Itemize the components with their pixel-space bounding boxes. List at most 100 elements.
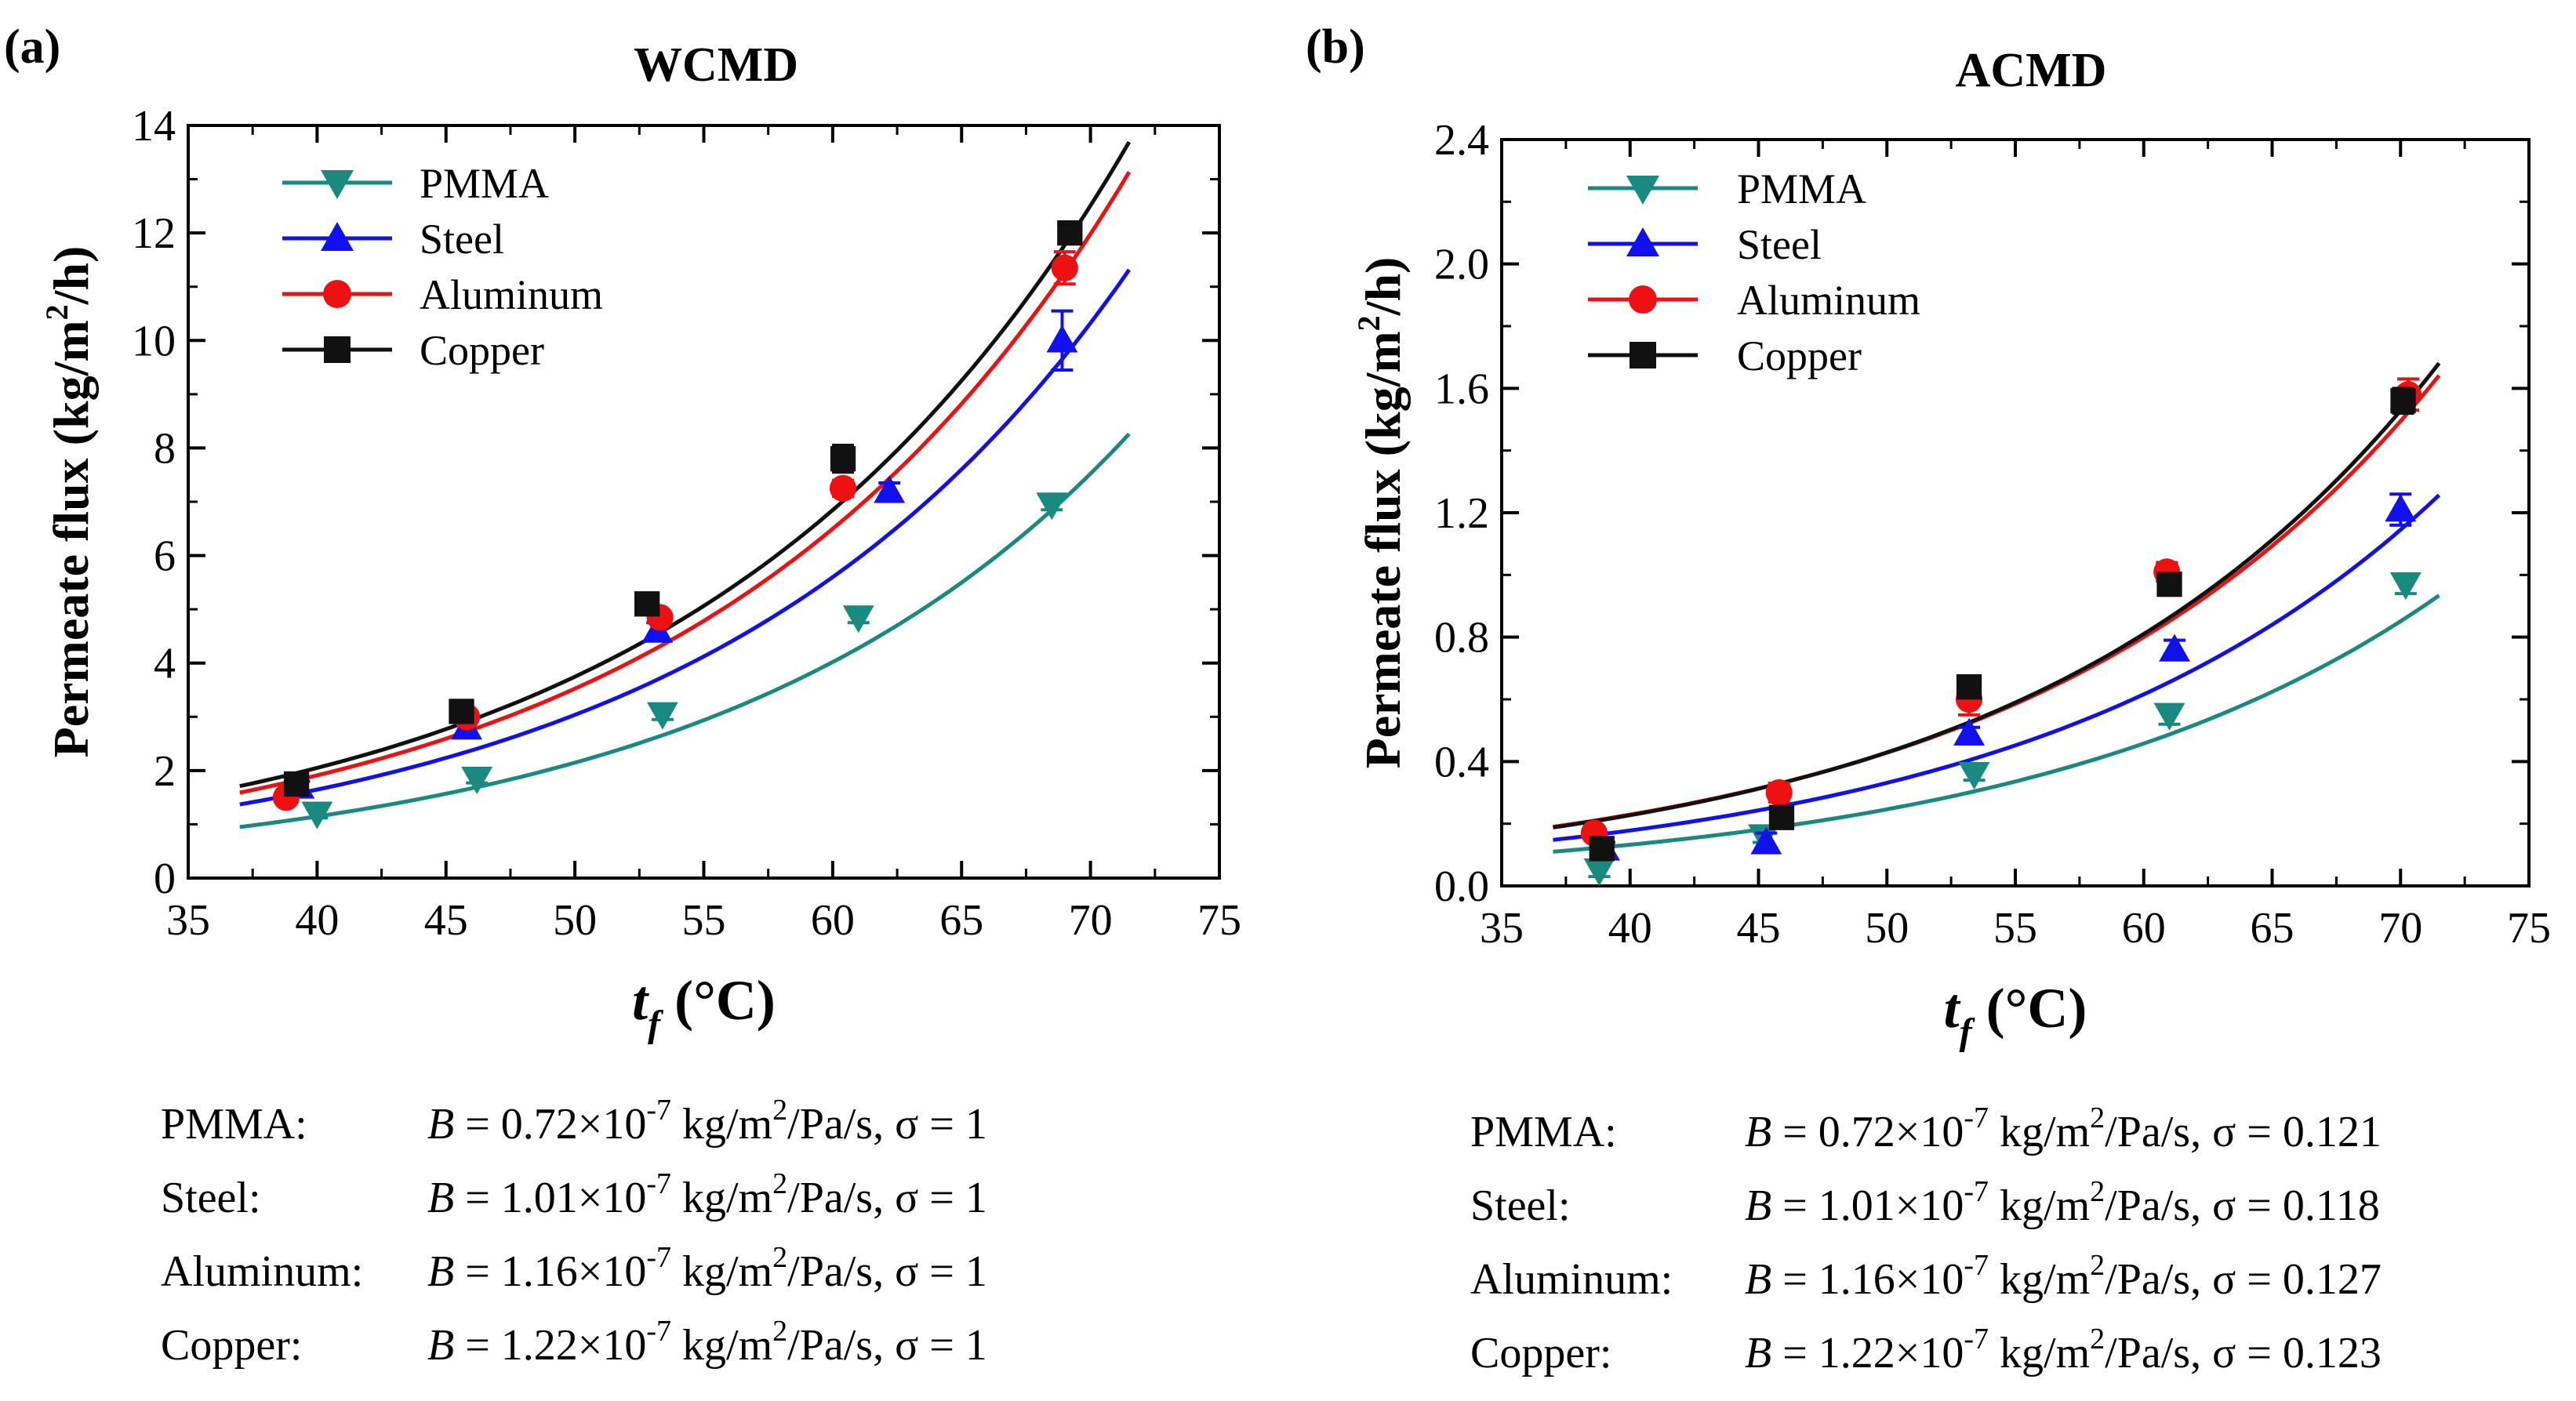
param-unit-end: /Pa/s, σ = 1 <box>787 1321 987 1370</box>
param-equation: B = 1.01×10-7 kg/m2/Pa/s, σ = 1 <box>427 1167 987 1222</box>
param-equation: B = 1.22×10-7 kg/m2/Pa/s, σ = 1 <box>427 1315 987 1370</box>
y-axis-label: Permeate flux (kg/m2/h) <box>39 246 99 758</box>
fit-line-steel <box>1553 493 2441 842</box>
x-tick-label: 35 <box>166 896 210 945</box>
legend-label: Aluminum <box>1737 277 1920 324</box>
param-unit-end: /Pa/s, σ = 0.121 <box>2105 1108 2382 1156</box>
param-unit-end: /Pa/s, σ = 0.118 <box>2105 1181 2380 1230</box>
data-point-copper <box>634 591 660 617</box>
x-tick-label: 55 <box>682 896 726 945</box>
x-tick-label: 40 <box>1608 904 1652 953</box>
data-point-pmma <box>842 605 874 633</box>
data-point-copper <box>1589 836 1615 862</box>
y-tick-label: 1.6 <box>1434 365 1489 413</box>
param-value: = 1.01×10 <box>1771 1181 1964 1230</box>
x-tick-label: 65 <box>939 896 983 945</box>
param-exponent: -7 <box>646 1315 671 1348</box>
param-unit: kg/m <box>1989 1181 2090 1230</box>
y-tick-label: 12 <box>132 209 176 258</box>
legend: PMMA Steel Aluminum Copper <box>1588 165 1920 379</box>
x-tick-label: 35 <box>1480 904 1524 953</box>
data-point-steel <box>1046 325 1078 353</box>
y-axis-label-end: /h) <box>1355 257 1411 317</box>
data-point-aluminum <box>1051 254 1078 281</box>
fit-parameters: PMMA: B = 0.72×10-7 kg/m2/Pa/s, σ = 1Stee… <box>161 1094 987 1370</box>
param-symbol: B <box>1745 1255 1771 1304</box>
param-unit: kg/m <box>1989 1255 2090 1304</box>
x-tick-label: 60 <box>2122 904 2166 953</box>
param-name: PMMA: <box>1470 1108 1617 1156</box>
param-unit-sup: 2 <box>2090 1249 2105 1282</box>
param-unit-sup: 2 <box>2090 1102 2105 1134</box>
chart-panel-a: (a) WCMD 35 40 45 50 55 60 65 70 75 0 2 4 6 8 10 12 14 Perm… <box>4 20 1241 1370</box>
data-point-copper <box>2156 572 2182 597</box>
data-point-steel <box>2385 494 2417 522</box>
x-tick-label: 50 <box>1865 904 1909 953</box>
fit-line-pmma <box>239 432 1131 829</box>
chart-panel-b: (b) ACMD 35 40 45 50 55 60 65 70 75 0.0 0.4 0.8 1.2 1.6… <box>1306 20 2551 1377</box>
legend-label: PMMA <box>1737 165 1866 212</box>
param-exponent: -7 <box>1964 1175 1989 1208</box>
param-name: Copper: <box>161 1321 302 1370</box>
x-axis-label-main: t <box>632 969 649 1032</box>
x-axis-label: tf (°C) <box>632 969 776 1045</box>
panel-label: (a) <box>4 20 60 74</box>
param-equation: B = 0.72×10-7 kg/m2/Pa/s, σ = 1 <box>427 1094 987 1149</box>
y-tick-label: 10 <box>132 317 176 365</box>
param-equation: B = 1.22×10-7 kg/m2/Pa/s, σ = 0.123 <box>1745 1323 2382 1377</box>
x-tick-label: 45 <box>1737 904 1781 953</box>
y-tick-label: 14 <box>132 102 176 151</box>
param-unit: kg/m <box>1989 1108 2090 1156</box>
param-exponent: -7 <box>1964 1102 1989 1134</box>
param-value: = 1.16×10 <box>454 1247 646 1296</box>
param-unit: kg/m <box>1989 1329 2090 1377</box>
fit-line-aluminum <box>239 171 1132 795</box>
legend-marker-aluminum <box>1629 285 1657 314</box>
param-unit-end: /Pa/s, σ = 1 <box>787 1100 987 1149</box>
param-unit-end: /Pa/s, σ = 0.127 <box>2105 1255 2382 1304</box>
y-tick-label: 0.8 <box>1434 614 1489 662</box>
data-point-pmma <box>1583 858 1615 887</box>
data-point-pmma <box>646 702 678 730</box>
legend-label: PMMA <box>420 160 549 207</box>
data-point-pmma <box>461 766 493 795</box>
data-point-pmma <box>1958 762 1990 790</box>
param-unit: kg/m <box>671 1100 772 1149</box>
fit-line-copper <box>239 140 1132 789</box>
x-tick-label: 70 <box>1069 896 1113 945</box>
y-tick-label: 6 <box>154 532 176 581</box>
param-unit-end: /Pa/s, σ = 1 <box>787 1247 987 1296</box>
x-tick-label: 70 <box>2378 904 2422 953</box>
y-tick-label: 8 <box>154 424 176 473</box>
x-tick-label: 50 <box>553 896 597 945</box>
y-tick-label: 0.0 <box>1434 862 1489 911</box>
param-exponent: -7 <box>646 1094 671 1127</box>
y-tick-label: 4 <box>154 640 176 688</box>
param-exponent: -7 <box>646 1241 671 1274</box>
param-symbol: B <box>427 1100 454 1149</box>
param-equation: B = 1.16×10-7 kg/m2/Pa/s, σ = 0.127 <box>1745 1249 2382 1304</box>
legend-marker-steel <box>1626 227 1659 256</box>
x-axis-label-main: t <box>1944 977 1961 1040</box>
param-unit-sup: 2 <box>772 1094 787 1127</box>
param-name: Copper: <box>1470 1329 1611 1377</box>
data-point-pmma <box>1036 492 1068 521</box>
param-name: Aluminum: <box>1470 1255 1673 1304</box>
legend-label: Copper <box>1737 332 1862 379</box>
param-exponent: -7 <box>1964 1323 1989 1356</box>
param-value: = 1.16×10 <box>1771 1255 1964 1304</box>
legend-marker-copper <box>324 336 351 363</box>
fit-line-copper <box>1553 361 2441 829</box>
y-axis-label-end: /h) <box>43 246 99 306</box>
y-tick-label: 0 <box>154 855 176 903</box>
data-point-steel <box>874 475 906 503</box>
x-tick-label: 55 <box>1993 904 2037 953</box>
param-unit-end: /Pa/s, σ = 0.123 <box>2105 1329 2382 1377</box>
data-point-pmma <box>2153 702 2185 731</box>
y-axis-label-main: Permeate flux (kg/m <box>43 320 99 757</box>
data-point-copper <box>449 699 474 724</box>
param-value: = 1.01×10 <box>454 1174 646 1222</box>
param-value: = 0.72×10 <box>1771 1108 1964 1156</box>
param-unit-end: /Pa/s, σ = 1 <box>787 1174 987 1222</box>
